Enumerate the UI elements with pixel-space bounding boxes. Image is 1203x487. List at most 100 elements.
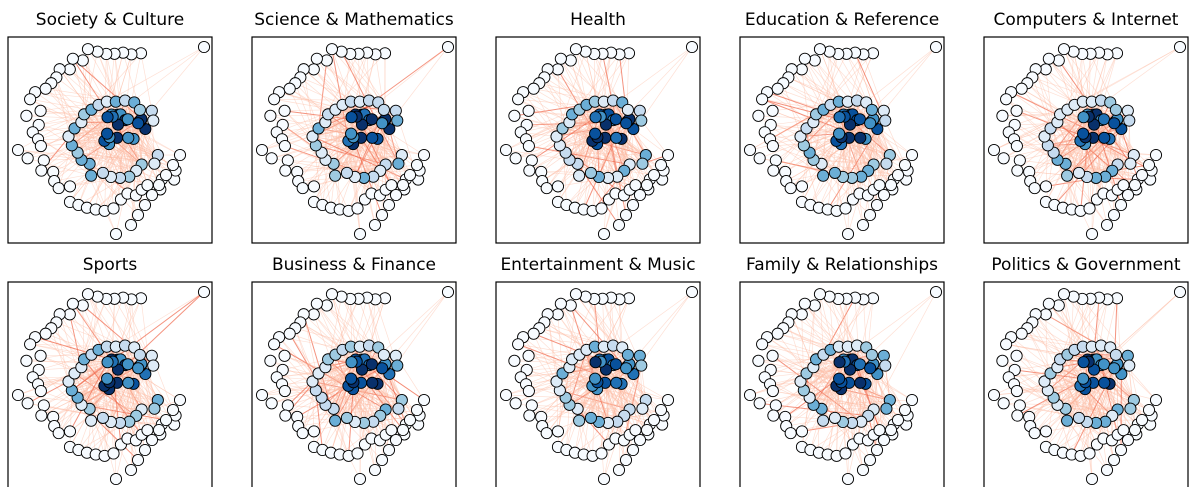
node <box>864 362 877 375</box>
node <box>1109 348 1122 361</box>
edge <box>556 136 663 180</box>
nodes <box>743 40 943 241</box>
edge <box>81 121 163 180</box>
edge <box>352 389 366 445</box>
node <box>879 359 892 372</box>
edge <box>1057 121 1137 190</box>
edge <box>51 83 82 123</box>
edge <box>316 303 352 379</box>
edge <box>331 49 352 102</box>
edge <box>316 58 386 120</box>
edge <box>822 175 846 209</box>
node <box>279 164 292 177</box>
node <box>853 358 866 371</box>
node <box>1149 393 1163 407</box>
edge <box>1034 152 1054 189</box>
node <box>85 169 98 182</box>
node <box>353 227 367 241</box>
node <box>525 154 538 167</box>
edge <box>339 417 348 455</box>
edge <box>1048 58 1084 102</box>
edge <box>806 305 816 374</box>
node <box>283 327 296 340</box>
node <box>589 127 602 140</box>
edge <box>566 349 587 450</box>
edge <box>749 361 840 396</box>
edge <box>612 365 631 435</box>
node <box>353 472 367 486</box>
edge <box>83 51 98 115</box>
node <box>573 414 586 427</box>
node <box>1077 356 1090 369</box>
node <box>281 154 294 167</box>
node <box>376 362 389 375</box>
edge <box>615 119 636 186</box>
node <box>853 113 866 126</box>
node <box>1114 443 1128 457</box>
edge <box>569 366 607 370</box>
edge <box>598 119 617 178</box>
edge <box>883 46 937 112</box>
edge <box>41 359 118 416</box>
panel-frame <box>7 36 213 244</box>
edge <box>766 336 842 390</box>
edge <box>116 382 137 416</box>
edge <box>43 359 112 406</box>
edge <box>364 373 390 445</box>
node <box>307 425 321 438</box>
edge <box>546 359 606 434</box>
node <box>24 93 37 106</box>
edge <box>528 355 634 375</box>
node <box>769 399 782 412</box>
edge <box>69 361 108 432</box>
edge <box>71 345 126 391</box>
nodes <box>255 40 455 241</box>
node <box>1135 413 1149 427</box>
edge <box>517 343 643 410</box>
edge <box>341 51 399 164</box>
node <box>1072 411 1085 424</box>
node <box>296 182 309 195</box>
node <box>403 168 417 182</box>
node <box>283 82 296 95</box>
edge <box>762 343 824 356</box>
node <box>1098 131 1111 144</box>
edge <box>772 110 890 156</box>
node <box>24 338 37 351</box>
edge <box>830 104 864 226</box>
panel-frame <box>739 36 945 244</box>
edge <box>761 343 874 410</box>
edge <box>71 145 158 156</box>
node <box>66 297 79 310</box>
edge <box>41 120 154 171</box>
edge <box>604 382 636 431</box>
node <box>798 52 811 65</box>
node <box>1114 198 1128 212</box>
node <box>1149 148 1163 162</box>
node <box>636 402 649 415</box>
panel-frame <box>983 281 1189 487</box>
edge <box>604 382 618 422</box>
edge <box>570 60 605 102</box>
node <box>620 117 633 130</box>
edge <box>1092 382 1113 416</box>
edge <box>330 359 362 453</box>
edge <box>287 119 370 161</box>
node <box>685 40 699 54</box>
node <box>365 113 378 126</box>
edge <box>803 145 907 180</box>
node <box>345 111 358 124</box>
node <box>865 348 878 361</box>
edge <box>1065 408 1118 410</box>
edge <box>559 390 630 410</box>
edge <box>300 77 319 129</box>
panel-frame <box>983 36 1189 244</box>
edge <box>788 77 874 120</box>
edge <box>1057 159 1143 176</box>
edge <box>361 124 386 165</box>
node <box>368 463 382 477</box>
node <box>879 114 892 127</box>
edge <box>1078 365 1118 419</box>
node <box>173 393 187 407</box>
edge <box>571 359 663 425</box>
